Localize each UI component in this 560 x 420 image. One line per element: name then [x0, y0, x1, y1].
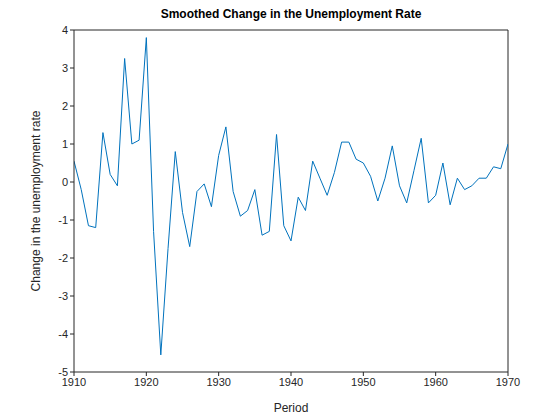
svg-text:1920: 1920 — [134, 376, 158, 388]
svg-text:0: 0 — [62, 176, 68, 188]
svg-text:Period: Period — [274, 401, 309, 415]
svg-text:Change in the unemployment rat: Change in the unemployment rate — [29, 110, 43, 291]
svg-text:1970: 1970 — [496, 376, 520, 388]
svg-text:-2: -2 — [58, 252, 68, 264]
svg-text:1960: 1960 — [423, 376, 447, 388]
svg-text:3: 3 — [62, 62, 68, 74]
svg-text:1930: 1930 — [206, 376, 230, 388]
svg-text:4: 4 — [62, 24, 68, 36]
svg-text:-1: -1 — [58, 214, 68, 226]
svg-text:1: 1 — [62, 138, 68, 150]
svg-text:1940: 1940 — [279, 376, 303, 388]
svg-text:1910: 1910 — [61, 375, 87, 388]
html-text:Smoothed Change in the Unemplo: Smoothed Change in the Unemployment Rate — [160, 7, 422, 21]
svg-text:1950: 1950 — [351, 376, 375, 388]
svg-text:2: 2 — [62, 100, 68, 112]
svg-text:-5: -5 — [58, 366, 68, 378]
svg-text:-3: -3 — [58, 290, 68, 302]
svg-text:-4: -4 — [58, 328, 68, 340]
